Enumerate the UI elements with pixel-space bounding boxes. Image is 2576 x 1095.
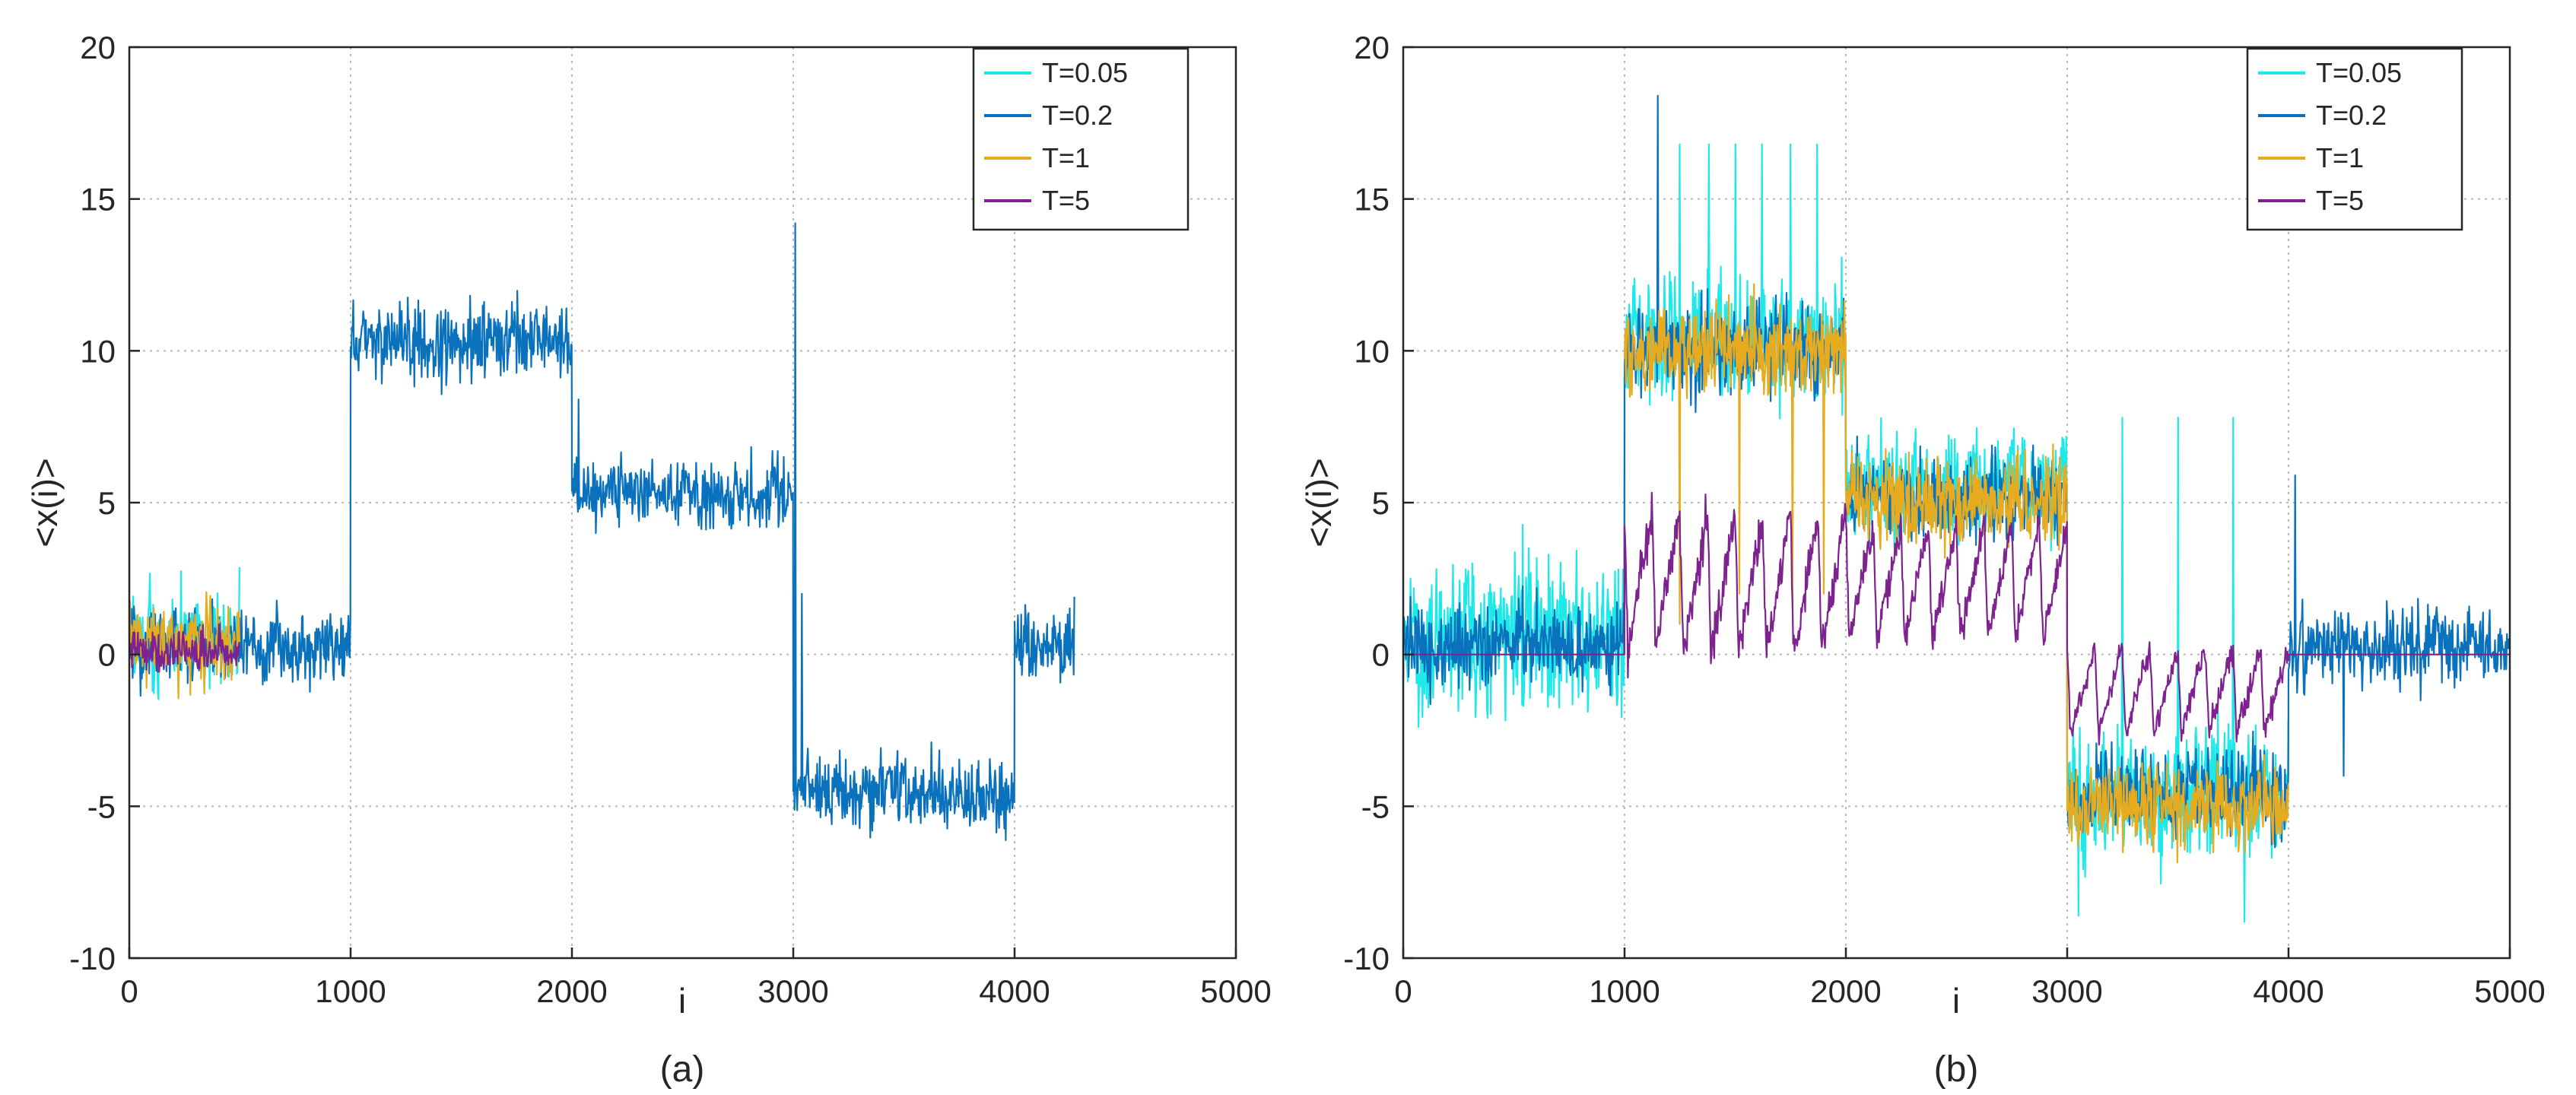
x-tick-label: 2000	[536, 973, 607, 1009]
legend-entry: T=0.2	[2316, 100, 2387, 131]
x-tick-label: 3000	[758, 973, 828, 1009]
x-tick-label: 4000	[979, 973, 1050, 1009]
y-tick-label: -5	[1361, 789, 1390, 824]
panel-a: 0 1000 2000 3000 4000 5000 -10 -5 0 5 10 15 20 i <x(…	[25, 30, 1272, 1090]
y-tick-label: 10	[80, 333, 116, 369]
y-axis-label: <x(i)>	[1299, 458, 1339, 548]
legend-entry: T=0.05	[1042, 57, 1128, 88]
y-tick-label: 0	[1372, 637, 1390, 673]
x-tick-label: 3000	[2031, 973, 2102, 1009]
x-tick-label: 2000	[1810, 973, 1881, 1009]
x-tick-label: 4000	[2253, 973, 2323, 1009]
series-lines	[1402, 94, 2511, 923]
series-line-t-0-2	[128, 222, 1075, 842]
y-tick-label: -5	[87, 789, 116, 824]
y-tick-label: 20	[80, 30, 116, 65]
y-tick-label: 20	[1354, 30, 1390, 65]
legend-entry: T=1	[1042, 142, 1090, 173]
legend-entry: T=5	[2316, 185, 2364, 216]
legend: T=0.05 T=0.2 T=1 T=5	[2246, 47, 2463, 231]
panel-caption: (b)	[1934, 1049, 1979, 1090]
x-tick-label: 1000	[315, 973, 386, 1009]
y-axis-label: <x(i)>	[25, 458, 65, 548]
y-tick-label: 5	[98, 485, 116, 521]
y-tick-label: 15	[1354, 182, 1390, 217]
panel-caption: (a)	[660, 1049, 705, 1090]
y-tick-label: 15	[80, 182, 116, 217]
x-axis-label: i	[678, 981, 686, 1020]
x-tick-label: 0	[120, 973, 138, 1009]
x-tick-label: 0	[1394, 973, 1412, 1009]
legend-entry: T=0.2	[1042, 100, 1113, 131]
x-tick-label: 1000	[1589, 973, 1660, 1009]
x-axis-label: i	[1952, 981, 1960, 1020]
y-tick-label: 10	[1354, 333, 1390, 369]
tick-labels: 0 1000 2000 3000 4000 5000 -10 -5 0 5 10 15 20	[1343, 30, 2545, 1009]
legend-entry: T=1	[2316, 142, 2364, 173]
series-line-t-5	[1402, 491, 2510, 746]
series-line-t-5	[128, 623, 240, 673]
y-tick-label: -10	[1343, 941, 1390, 976]
legend: T=0.05 T=0.2 T=1 T=5	[972, 47, 1190, 231]
series-lines	[128, 222, 1075, 842]
series-line-t-1	[128, 591, 240, 700]
y-tick-label: 0	[98, 637, 116, 673]
legend-entry: T=5	[1042, 185, 1090, 216]
panel-b: 0 1000 2000 3000 4000 5000 -10 -5 0 5 10 15 20 i <x(…	[1299, 30, 2546, 1090]
x-tick-label: 5000	[1200, 973, 1271, 1009]
tick-labels: 0 1000 2000 3000 4000 5000 -10 -5 0 5 10 15 20	[69, 30, 1271, 1009]
y-tick-label: 5	[1372, 485, 1390, 521]
legend-entry: T=0.05	[2316, 57, 2402, 88]
x-tick-label: 5000	[2474, 973, 2545, 1009]
y-tick-label: -10	[69, 941, 116, 976]
